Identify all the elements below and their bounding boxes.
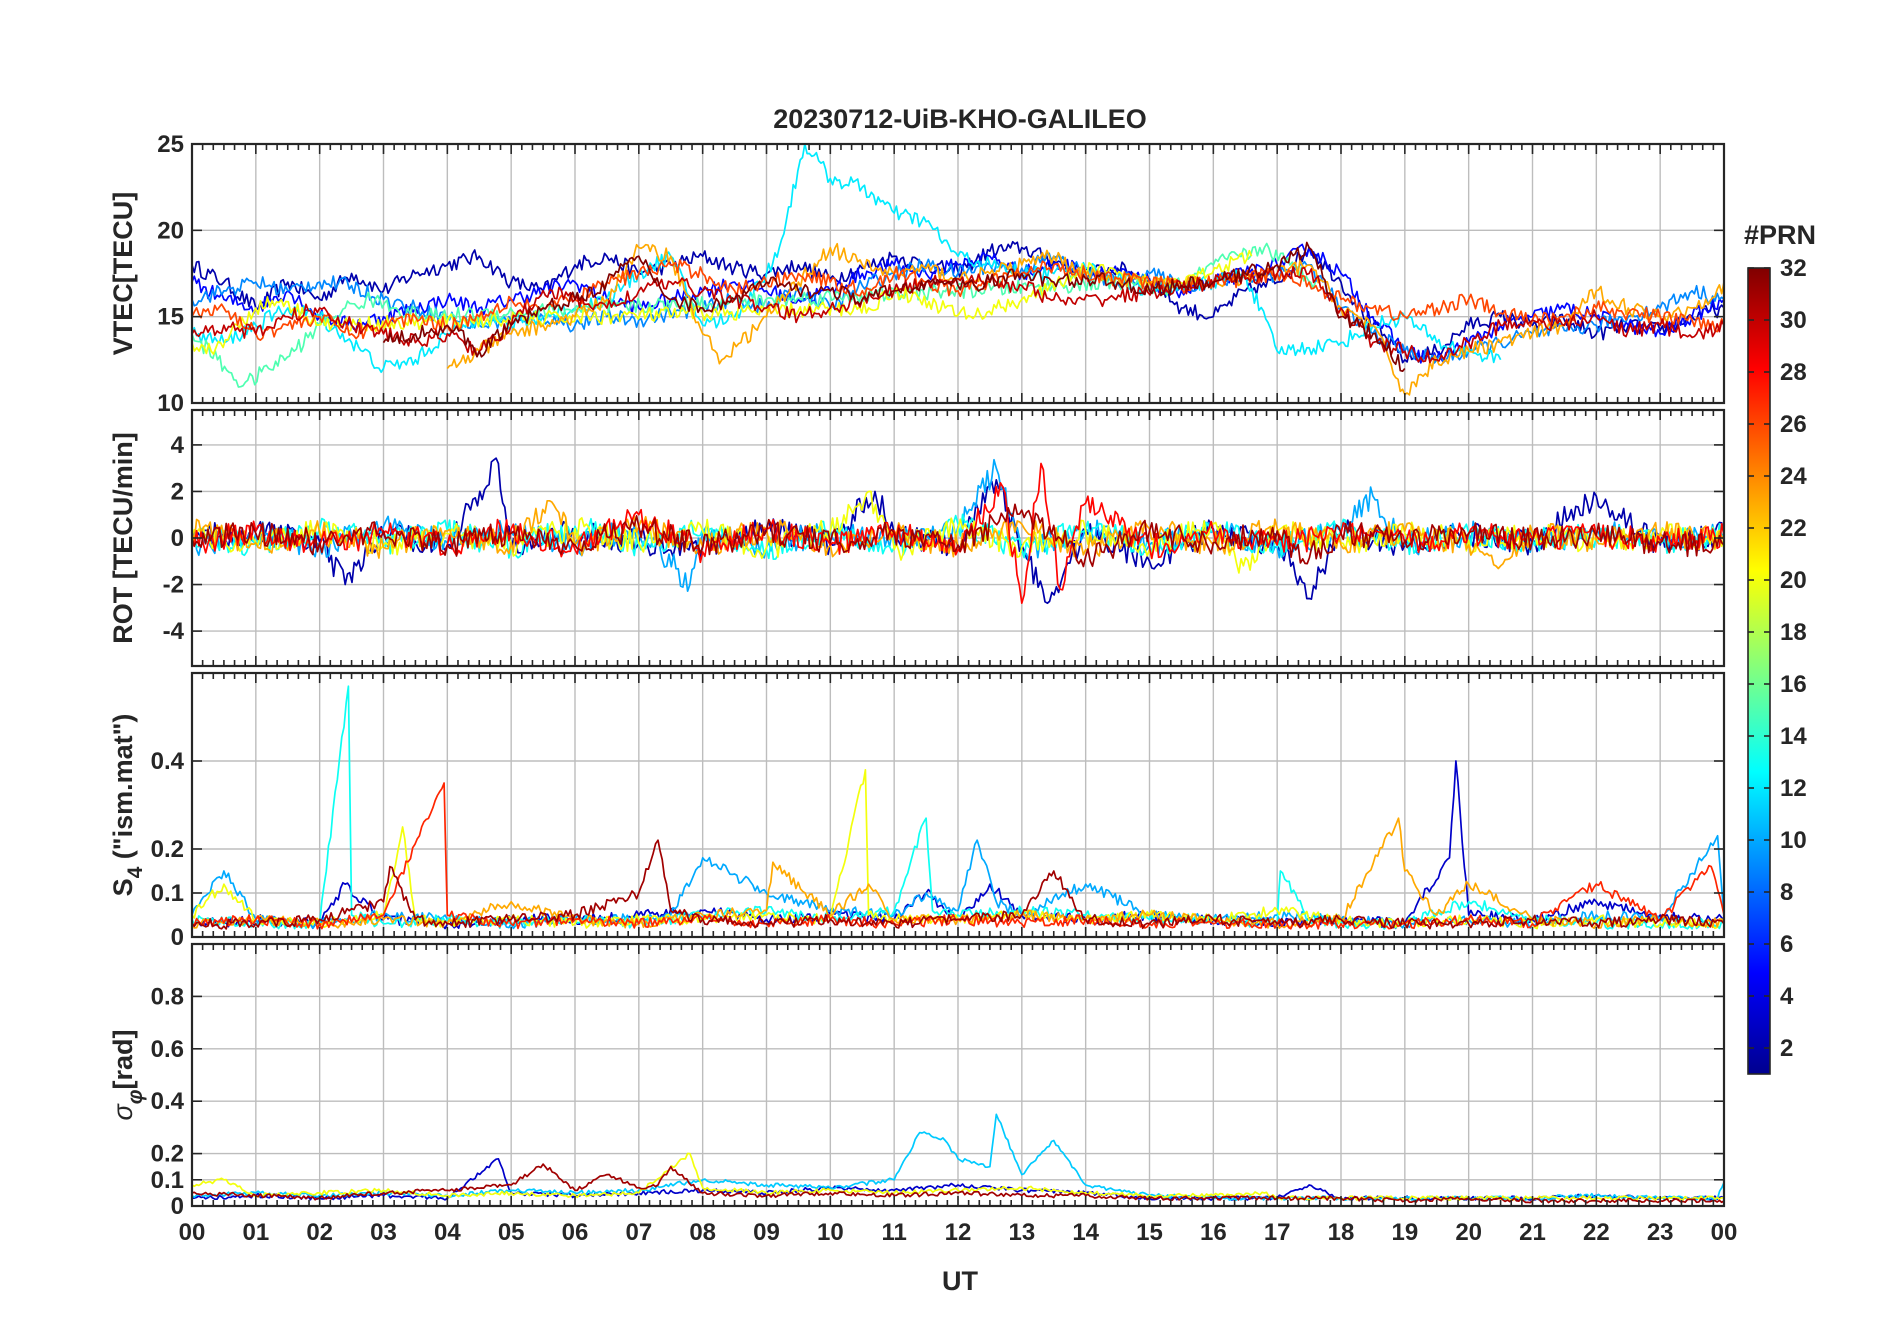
x-tick-label: 07 bbox=[625, 1219, 652, 1246]
panel-sigma: 00.10.20.40.60.8σφ[rad]00 01 02 03 04 05 06 07 0… bbox=[108, 942, 1738, 1246]
y-tick-label: 0.2 bbox=[151, 1141, 184, 1168]
colorbar-label: #PRN bbox=[1744, 220, 1816, 250]
x-tick-label: 00 bbox=[179, 1219, 206, 1246]
x-tick-label: 09 bbox=[753, 1219, 780, 1246]
colorbar-tick-label: 16 bbox=[1780, 671, 1807, 698]
colorbar-tick-label: 22 bbox=[1780, 515, 1807, 542]
colorbar-tick-label: 26 bbox=[1780, 411, 1807, 438]
y-tick-label: 25 bbox=[157, 131, 184, 158]
y-tick-label: 0 bbox=[171, 924, 184, 951]
y-axis-label-s4: S4 ("ism.mat") bbox=[108, 714, 147, 897]
series-line-prn-20 bbox=[192, 490, 1724, 574]
colorbar-tick-label: 32 bbox=[1780, 255, 1807, 282]
y-tick-label: 0.1 bbox=[151, 1167, 184, 1194]
series-line-prn-23 bbox=[446, 242, 1724, 396]
panel-s4: 00.10.20.4S4 ("ism.mat") bbox=[108, 671, 1726, 951]
x-tick-label: 11 bbox=[881, 1219, 906, 1246]
x-tick-label: 03 bbox=[370, 1219, 397, 1246]
y-tick-label: 0.4 bbox=[151, 748, 185, 775]
series-line-prn-32 bbox=[382, 241, 1406, 373]
x-tick-label: 12 bbox=[945, 1219, 972, 1246]
colorbar-tick-label: 2 bbox=[1780, 1035, 1793, 1062]
colorbar-tick-label: 20 bbox=[1780, 567, 1807, 594]
x-tick-label: 23 bbox=[1647, 1219, 1674, 1246]
y-axis-label-vtec: VTEC[TECU] bbox=[108, 192, 138, 356]
series-group bbox=[192, 457, 1724, 605]
x-tick-label: 18 bbox=[1328, 1219, 1355, 1246]
series-group bbox=[192, 685, 1724, 930]
y-axis-label-sub: 4 bbox=[124, 866, 147, 878]
y-tick-label: 0 bbox=[171, 1193, 184, 1220]
series-line-prn-30 bbox=[192, 265, 1724, 364]
y-tick-label: -2 bbox=[163, 572, 184, 599]
series-group bbox=[192, 144, 1724, 396]
series-line-prn-31 bbox=[192, 839, 1724, 930]
x-tick-label: 01 bbox=[242, 1219, 269, 1246]
y-tick-label: 15 bbox=[157, 304, 184, 331]
series-line-prn-12 bbox=[192, 144, 1502, 374]
y-axis-label-rest: [rad] bbox=[108, 1029, 138, 1089]
colorbar-tick-label: 28 bbox=[1780, 359, 1807, 386]
colorbar-tick-label: 4 bbox=[1780, 983, 1794, 1010]
y-tick-label: 0.4 bbox=[151, 1088, 185, 1115]
colorbar-tick-label: 6 bbox=[1780, 931, 1793, 958]
colorbar-tick-label: 18 bbox=[1780, 619, 1807, 646]
chart-title: 20230712-UiB-KHO-GALILEO bbox=[773, 104, 1147, 134]
y-tick-label: 0 bbox=[171, 525, 184, 552]
x-tick-label: 10 bbox=[817, 1219, 844, 1246]
y-tick-label: 4 bbox=[171, 432, 185, 459]
x-tick-label: 14 bbox=[1072, 1219, 1099, 1246]
series-line-prn-31 bbox=[192, 503, 1724, 568]
x-tick-label: 21 bbox=[1519, 1219, 1546, 1246]
y-axis-label-main: S bbox=[108, 878, 138, 896]
x-tick-label: 13 bbox=[1008, 1219, 1035, 1246]
y-tick-label: 0.8 bbox=[151, 983, 184, 1010]
x-tick-label: 08 bbox=[689, 1219, 716, 1246]
x-tick-label: 20 bbox=[1455, 1219, 1482, 1246]
colorbar-tick-label: 10 bbox=[1780, 827, 1807, 854]
x-tick-label: 15 bbox=[1136, 1219, 1163, 1246]
y-tick-label: 0.1 bbox=[151, 880, 184, 907]
x-tick-label: 05 bbox=[498, 1219, 525, 1246]
y-tick-label: -4 bbox=[163, 618, 185, 645]
y-axis-label-rot: ROT [TECU/min] bbox=[108, 432, 138, 643]
x-tick-label: 17 bbox=[1264, 1219, 1291, 1246]
panel-vtec: 10 15 20 25 VTEC[TECU] bbox=[108, 131, 1726, 417]
x-tick-label: 04 bbox=[434, 1219, 461, 1246]
x-tick-label: 22 bbox=[1583, 1219, 1610, 1246]
y-tick-label: 2 bbox=[171, 478, 184, 505]
colorbar-bar bbox=[1747, 267, 1771, 1075]
x-axis-label: UT bbox=[942, 1266, 978, 1296]
y-tick-label: 10 bbox=[157, 390, 184, 417]
y-tick-label: 0.2 bbox=[151, 836, 184, 863]
x-tick-label: 00 bbox=[1711, 1219, 1738, 1246]
y-tick-label: 0.6 bbox=[151, 1036, 184, 1063]
panel-rot: -4 -2 0 2 4 ROT [TECU/min] bbox=[108, 408, 1726, 668]
colorbar-tick-label: 8 bbox=[1780, 879, 1793, 906]
x-tick-label: 16 bbox=[1200, 1219, 1227, 1246]
y-axis-label-rest: ("ism.mat") bbox=[108, 714, 138, 867]
x-tick-label: 02 bbox=[306, 1219, 333, 1246]
colorbar-tick-label: 12 bbox=[1780, 775, 1807, 802]
y-tick-label: 20 bbox=[157, 217, 184, 244]
y-axis-label-main: σ bbox=[108, 1103, 138, 1121]
series-line-prn-15 bbox=[192, 242, 1317, 388]
y-axis-label-sigma: σφ[rad] bbox=[108, 1029, 147, 1120]
colorbar-tick-label: 14 bbox=[1780, 723, 1807, 750]
x-tick-label: 19 bbox=[1391, 1219, 1418, 1246]
colorbar-tick-label: 24 bbox=[1780, 463, 1807, 490]
y-axis-label-sub: φ bbox=[124, 1089, 147, 1104]
x-tick-label: 06 bbox=[562, 1219, 589, 1246]
colorbar-tick-label: 30 bbox=[1780, 307, 1807, 334]
